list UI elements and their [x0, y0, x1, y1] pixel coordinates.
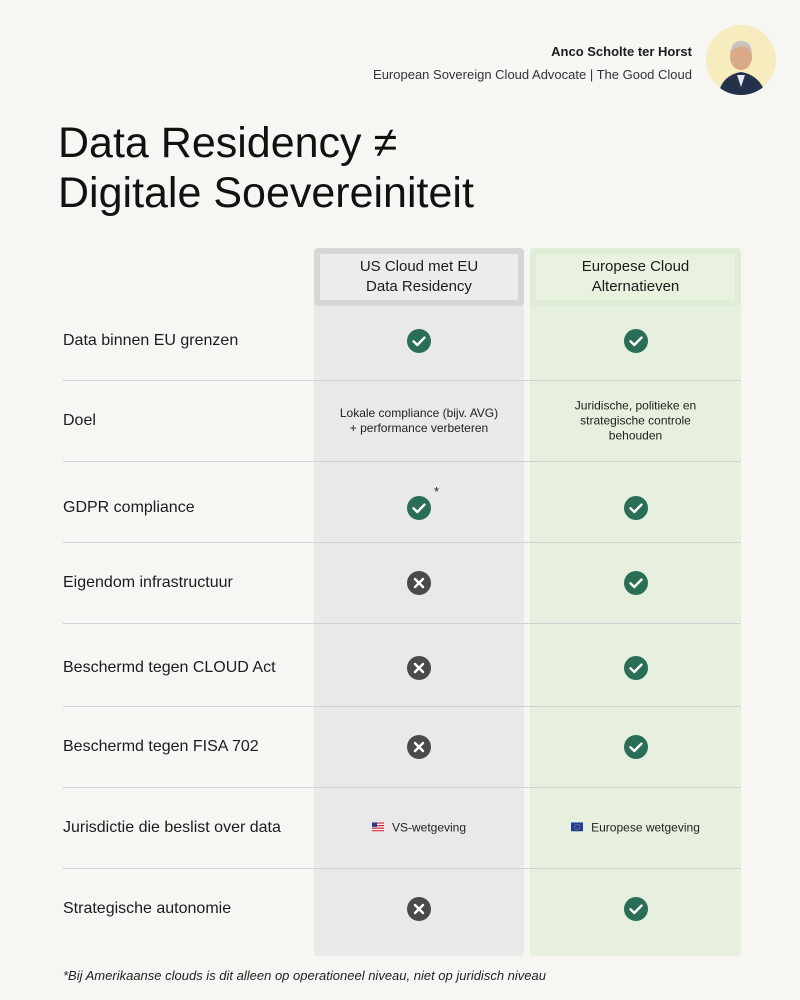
- check-icon: *: [407, 484, 439, 520]
- check-icon: [623, 656, 648, 680]
- row-label: Beschermd tegen CLOUD Act: [63, 659, 276, 676]
- eu-column-background: [530, 248, 741, 956]
- row-label: Data binnen EU grenzen: [63, 332, 239, 349]
- row-divider: [63, 623, 741, 624]
- us-cell: *: [314, 484, 524, 520]
- cross-icon: [407, 656, 431, 680]
- us-cell-value: Lokale compliance (bijv. AVG) + performa…: [339, 406, 499, 435]
- us-cell: [314, 571, 524, 595]
- eu-cell: [530, 329, 741, 353]
- check-icon: [623, 329, 648, 353]
- eu-column-header: Europese Cloud Alternatieven: [530, 248, 741, 306]
- footnote-marker: *: [434, 484, 440, 499]
- author-name: Anco Scholte ter Horst: [551, 44, 692, 59]
- author-role: European Sovereign Cloud Advocate | The …: [373, 67, 692, 82]
- us-column-background: [314, 248, 524, 956]
- us-cell: Lokale compliance (bijv. AVG) + performa…: [314, 406, 524, 436]
- check-icon: [623, 735, 648, 759]
- row-divider: [63, 380, 741, 381]
- eu-cell-text: Europese wetgeving: [571, 820, 700, 835]
- us-cell: [314, 897, 524, 921]
- eu-cell: Europese wetgeving: [530, 820, 741, 835]
- us-cell-text: Lokale compliance (bijv. AVG) + performa…: [340, 406, 498, 436]
- eu-flag-icon: [571, 821, 584, 836]
- row-divider: [63, 706, 741, 707]
- us-cell: [314, 329, 524, 353]
- row-divider: [63, 787, 741, 788]
- us-cell: VS-wetgeving: [314, 820, 524, 835]
- check-icon: [623, 496, 648, 520]
- row-divider: [63, 542, 741, 543]
- eu-cell-text: Juridische, politieke en strategische co…: [575, 399, 696, 444]
- eu-cell: [530, 656, 741, 680]
- footnote: *Bij Amerikaanse clouds is dit alleen op…: [63, 968, 546, 983]
- check-icon: [623, 571, 648, 595]
- cross-icon: [407, 571, 431, 595]
- us-flag-icon: [371, 821, 384, 836]
- eu-cell: [530, 897, 741, 921]
- row-divider: [63, 461, 741, 462]
- us-column-header: US Cloud met EU Data Residency: [314, 248, 524, 306]
- author-block: Anco Scholte ter Horst European Sovereig…: [373, 44, 692, 82]
- row-divider: [63, 868, 741, 869]
- check-icon: [623, 897, 648, 921]
- avatar: [706, 25, 776, 95]
- eu-cell-value: Europese wetgeving: [591, 820, 700, 835]
- check-icon: [407, 329, 431, 353]
- row-label: Eigendom infrastructuur: [63, 574, 233, 591]
- page-title-text: Data Residency ≠ Digitale Soevereiniteit: [58, 119, 474, 217]
- cross-icon: [407, 897, 431, 921]
- row-label: Jurisdictie die beslist over data: [63, 819, 281, 836]
- eu-cell: Juridische, politieke en strategische co…: [530, 399, 741, 444]
- eu-cell: [530, 496, 741, 520]
- eu-cell-value: Juridische, politieke en strategische co…: [574, 398, 697, 443]
- page-title: Data Residency ≠ Digitale Soevereiniteit: [58, 118, 474, 218]
- eu-column-header-label: Europese Cloud Alternatieven: [536, 254, 735, 300]
- row-label: Beschermd tegen FISA 702: [63, 738, 259, 755]
- us-cell-value: VS-wetgeving: [391, 820, 467, 835]
- row-label: GDPR compliance: [63, 499, 195, 516]
- us-column-header-label: US Cloud met EU Data Residency: [320, 254, 518, 300]
- row-label: Strategische autonomie: [63, 900, 232, 917]
- cross-icon: [407, 735, 431, 759]
- row-label: Doel: [63, 412, 96, 429]
- eu-cell: [530, 735, 741, 759]
- us-cell: [314, 735, 524, 759]
- us-cell-text: VS-wetgeving: [371, 820, 467, 836]
- us-cell: [314, 656, 524, 680]
- eu-cell: [530, 571, 741, 595]
